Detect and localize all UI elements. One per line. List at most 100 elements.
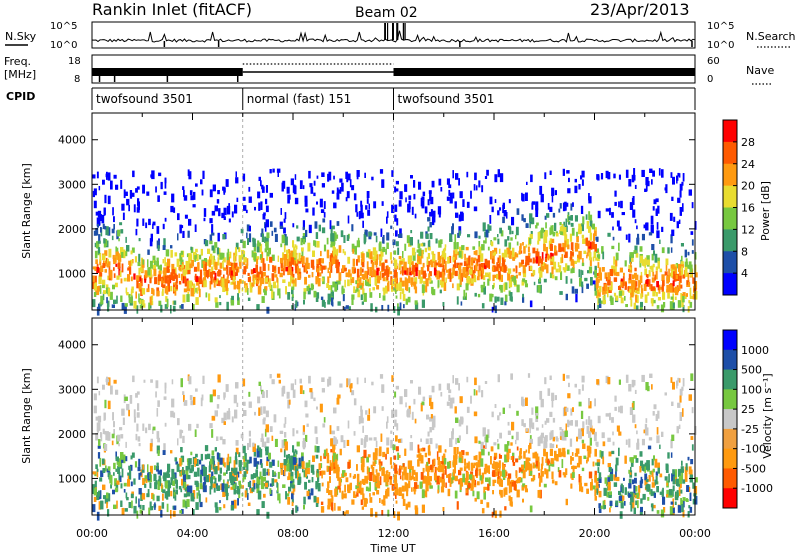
velocity-cell	[209, 486, 212, 495]
velocity-cell	[106, 502, 108, 509]
velocity-cell	[302, 431, 305, 436]
velocity-cell	[256, 486, 260, 494]
power-cell	[153, 260, 156, 266]
power-cell	[688, 282, 691, 287]
velocity-cell	[679, 412, 682, 421]
power-cell	[408, 287, 411, 293]
power-cell	[107, 227, 111, 236]
power-cell	[366, 191, 370, 198]
velocity-cell	[237, 498, 239, 506]
power-cell	[231, 211, 234, 218]
velocity-cell	[142, 423, 145, 431]
power-cell	[571, 227, 575, 236]
power-cell	[92, 266, 96, 270]
power-cell	[432, 210, 436, 218]
velocity-cell	[620, 483, 623, 487]
power-cell	[357, 289, 361, 298]
velocity-cell	[479, 475, 483, 481]
power-cell	[425, 278, 429, 287]
power-cell	[157, 245, 160, 251]
power-cell	[391, 170, 394, 177]
velocity-cell	[120, 500, 123, 507]
velocity-cell	[519, 448, 522, 455]
power-cell	[189, 263, 193, 269]
power-cell	[170, 249, 173, 258]
velocity-cell	[456, 447, 459, 455]
power-cell	[569, 233, 573, 242]
power-cell	[219, 262, 222, 269]
power-cell	[346, 173, 349, 183]
power-cell	[246, 224, 250, 232]
power-cell	[595, 248, 599, 254]
power-cell	[644, 261, 646, 268]
power-cell	[120, 295, 123, 302]
power-cell	[530, 174, 533, 183]
power-cell	[264, 248, 268, 253]
velocity-cell	[135, 433, 138, 441]
power-cell	[137, 198, 140, 206]
power-cell	[149, 296, 152, 306]
velocity-cell	[122, 454, 126, 464]
velocity-cell	[404, 482, 407, 492]
velocity-cell	[512, 456, 515, 463]
power-cell	[549, 238, 552, 243]
velocity-cell	[418, 456, 421, 460]
power-cell	[147, 284, 150, 290]
velocity-cell	[439, 476, 442, 483]
velocity-cell	[130, 481, 133, 487]
power-cell	[481, 185, 484, 193]
velocity-cell	[226, 470, 228, 474]
power-cell	[195, 276, 199, 282]
power-cell	[597, 257, 600, 262]
power-cell	[166, 266, 170, 273]
velocity-cell	[484, 463, 488, 471]
velocity-cell	[227, 453, 230, 458]
velocity-cell	[612, 441, 615, 446]
power-cell	[395, 230, 398, 237]
power-cell	[178, 273, 181, 278]
power-cell	[669, 301, 673, 310]
power-cell	[438, 178, 442, 186]
velocity-cell	[521, 485, 525, 491]
power-cell	[610, 297, 614, 305]
velocity-cell	[337, 485, 341, 490]
power-cell	[204, 240, 209, 247]
power-cell	[367, 282, 371, 287]
power-cell	[281, 182, 284, 192]
velocity-cell	[425, 438, 429, 444]
power-cell	[629, 252, 632, 257]
velocity-cell	[406, 472, 409, 481]
velocity-cell	[444, 449, 447, 453]
velocity-cell	[410, 435, 413, 439]
velocity-cell	[130, 464, 133, 471]
velocity-cell	[540, 398, 544, 408]
velocity-cell	[365, 410, 368, 415]
velocity-heatmap	[92, 318, 698, 521]
velocity-cell	[543, 440, 548, 449]
power-cell	[669, 284, 673, 293]
power-cell	[410, 230, 413, 234]
power-cell	[401, 288, 405, 294]
power-cell	[240, 228, 244, 234]
velocity-cell	[330, 490, 333, 498]
power-cell	[212, 247, 216, 254]
velocity-cell	[372, 492, 375, 496]
power-cell	[537, 285, 541, 293]
power-cell	[394, 274, 398, 283]
power-cell	[185, 265, 189, 275]
power-cell	[678, 282, 681, 291]
velocity-cell	[264, 441, 267, 448]
power-cell	[630, 291, 634, 298]
velocity-cell	[379, 374, 384, 379]
velocity-cell	[219, 436, 223, 441]
power-cell	[403, 304, 405, 309]
velocity-cell	[239, 484, 242, 489]
velocity-cell	[164, 491, 167, 499]
power-colorbar-tick-label: 16	[741, 202, 755, 215]
velocity-cell	[379, 463, 381, 472]
velocity-cell	[401, 485, 405, 492]
velocity-cell	[301, 461, 305, 469]
power-cell	[577, 254, 580, 261]
velocity-cell	[602, 441, 606, 447]
power-cell	[188, 253, 192, 260]
